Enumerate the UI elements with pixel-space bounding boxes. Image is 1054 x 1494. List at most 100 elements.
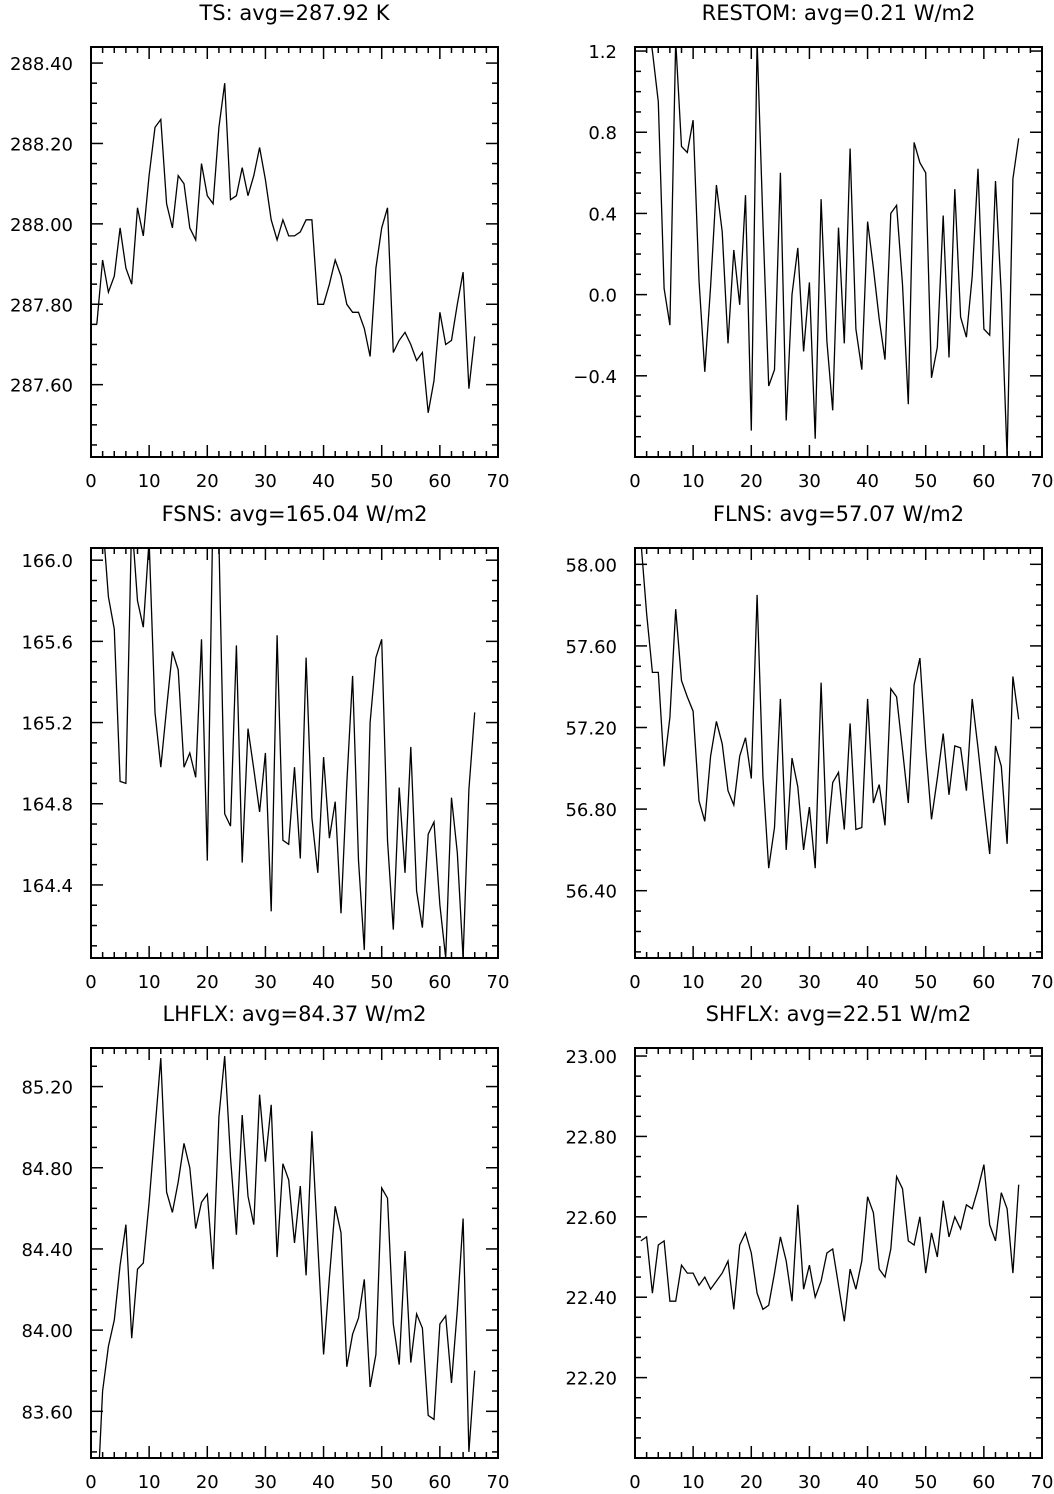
x-tick-label: 70 <box>487 972 510 993</box>
x-tick-label: 70 <box>1031 471 1054 492</box>
y-tick-label: 83.60 <box>21 1402 73 1423</box>
x-tick-label: 60 <box>972 471 995 492</box>
x-tick-label: 70 <box>1031 1472 1054 1493</box>
y-tick-label: 23.00 <box>565 1047 617 1068</box>
chart-panel: RESTOM: avg=0.21 W/m2 0 10 20 30 40 50 60 70 −0.4… <box>573 1 1054 492</box>
y-tick-label: 56.80 <box>565 800 617 821</box>
x-tick-label: 40 <box>312 471 335 492</box>
y-tick-label: 0.8 <box>588 123 617 144</box>
x-tick-label: 40 <box>856 972 879 993</box>
x-tick-label: 60 <box>972 1472 995 1493</box>
y-tick-label: 85.20 <box>21 1078 73 1099</box>
x-tick-label: 20 <box>196 972 219 993</box>
x-tick-label: 50 <box>914 471 937 492</box>
x-tick-label: 0 <box>629 1472 640 1493</box>
x-tick-label: 50 <box>914 1472 937 1493</box>
chart-panel: FSNS: avg=165.04 W/m2 0 10 20 30 40 50 60 70 164.… <box>21 502 510 993</box>
x-tick-label: 60 <box>972 972 995 993</box>
y-tick-label: 288.20 <box>10 134 73 155</box>
y-tick-label: 56.40 <box>565 882 617 903</box>
x-tick-label: 30 <box>798 1472 821 1493</box>
y-tick-label: −0.4 <box>573 367 617 388</box>
series-line <box>651 47 1020 457</box>
x-tick-label: 60 <box>428 471 451 492</box>
x-tick-label: 10 <box>138 972 161 993</box>
y-tick-label: 288.40 <box>10 54 73 75</box>
x-tick-label: 10 <box>138 1472 161 1493</box>
chart-title: RESTOM: avg=0.21 W/m2 <box>702 1 976 25</box>
chart-panel: LHFLX: avg=84.37 W/m2 0 10 20 30 40 50 60 70 83.6… <box>21 1002 510 1493</box>
series-line <box>640 1164 1020 1322</box>
y-tick-label: 287.60 <box>10 376 73 397</box>
y-tick-label: 84.40 <box>21 1240 73 1261</box>
y-tick-label: 57.60 <box>565 637 617 658</box>
x-tick-label: 0 <box>85 972 96 993</box>
chart-panel: TS: avg=287.92 K 0 10 20 30 40 50 60 70 287.60 287… <box>10 1 509 492</box>
x-tick-label: 50 <box>370 1472 393 1493</box>
x-tick-label: 20 <box>740 471 763 492</box>
x-tick-label: 60 <box>428 1472 451 1493</box>
x-tick-label: 0 <box>85 471 96 492</box>
x-tick-label: 50 <box>370 471 393 492</box>
chart-title: LHFLX: avg=84.37 W/m2 <box>162 1002 426 1026</box>
y-tick-label: 288.00 <box>10 215 73 236</box>
y-tick-label: 22.20 <box>565 1369 617 1390</box>
x-tick-label: 20 <box>740 1472 763 1493</box>
series-line <box>104 548 476 958</box>
plot-frame <box>90 547 499 959</box>
x-tick-label: 30 <box>798 471 821 492</box>
x-tick-label: 60 <box>428 972 451 993</box>
y-tick-label: 58.00 <box>565 555 617 576</box>
y-tick-label: 22.60 <box>565 1208 617 1229</box>
plot-frame <box>634 1047 1043 1459</box>
chart-title: FSNS: avg=165.04 W/m2 <box>162 502 428 526</box>
y-tick-label: 84.00 <box>21 1321 73 1342</box>
y-tick-label: 287.80 <box>10 295 73 316</box>
x-tick-label: 10 <box>138 471 161 492</box>
y-tick-label: 164.4 <box>21 876 73 897</box>
x-tick-label: 30 <box>254 972 277 993</box>
series-line <box>98 1056 476 1458</box>
x-tick-label: 30 <box>254 1472 277 1493</box>
x-tick-label: 50 <box>914 972 937 993</box>
chart-title: SHFLX: avg=22.51 W/m2 <box>706 1002 972 1026</box>
y-tick-label: 22.80 <box>565 1127 617 1148</box>
plot-frame <box>90 1047 499 1459</box>
plot-frame <box>90 46 499 458</box>
y-tick-label: 57.20 <box>565 719 617 740</box>
series-line <box>640 548 1020 869</box>
chart-title: FLNS: avg=57.07 W/m2 <box>713 502 964 526</box>
x-tick-label: 30 <box>798 972 821 993</box>
x-tick-label: 0 <box>629 972 640 993</box>
y-tick-label: 84.80 <box>21 1159 73 1180</box>
y-tick-label: 0.0 <box>588 286 617 307</box>
y-tick-label: 1.2 <box>588 42 617 63</box>
y-tick-label: 22.40 <box>565 1288 617 1309</box>
plot-frame <box>634 46 1043 458</box>
series-line <box>96 83 476 413</box>
x-tick-label: 10 <box>682 972 705 993</box>
x-tick-label: 70 <box>1031 972 1054 993</box>
x-tick-label: 10 <box>682 471 705 492</box>
chart-title: TS: avg=287.92 K <box>198 1 390 25</box>
x-tick-label: 70 <box>487 1472 510 1493</box>
y-tick-label: 164.8 <box>21 795 73 816</box>
y-tick-label: 165.6 <box>21 632 73 653</box>
chart-panel: SHFLX: avg=22.51 W/m2 0 10 20 30 40 50 60 70 22.2… <box>565 1002 1053 1493</box>
x-tick-label: 40 <box>856 1472 879 1493</box>
x-tick-label: 30 <box>254 471 277 492</box>
x-tick-label: 0 <box>85 1472 96 1493</box>
y-tick-label: 0.4 <box>588 204 617 225</box>
x-tick-label: 40 <box>856 471 879 492</box>
y-tick-label: 166.0 <box>21 551 73 572</box>
x-tick-label: 20 <box>196 1472 219 1493</box>
x-tick-label: 0 <box>629 471 640 492</box>
x-tick-label: 40 <box>312 1472 335 1493</box>
chart-panel: FLNS: avg=57.07 W/m2 0 10 20 30 40 50 60 70 56.40… <box>565 502 1053 993</box>
x-tick-label: 20 <box>196 471 219 492</box>
x-tick-label: 70 <box>487 471 510 492</box>
x-tick-label: 50 <box>370 972 393 993</box>
y-tick-label: 165.2 <box>21 714 73 735</box>
x-tick-label: 40 <box>312 972 335 993</box>
